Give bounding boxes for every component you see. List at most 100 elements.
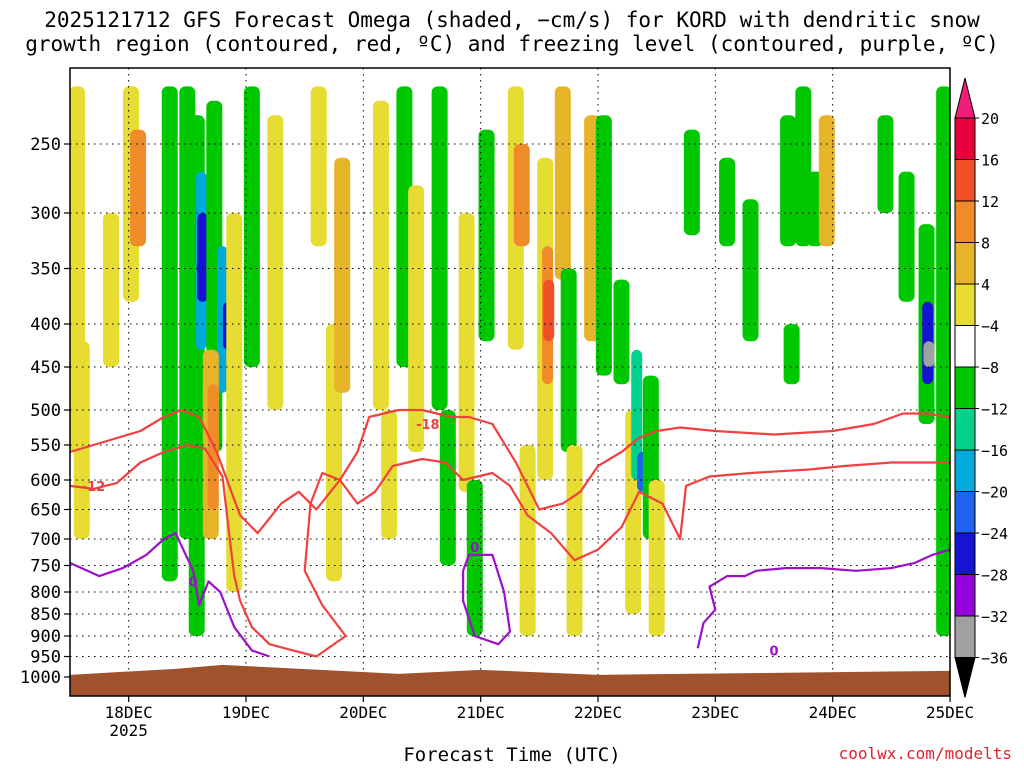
omega-cell [334,157,351,393]
colorbar-label: −8 [981,359,999,377]
y-tick-label: 250 [30,135,61,155]
omega-cell [898,171,915,302]
colorbar-max-arrow [954,77,976,119]
chart-title-line-2: growth region (contoured, red, ºC) and f… [25,32,999,56]
omega-cell [595,115,612,376]
omega-cell [513,144,530,247]
y-tick-label: 850 [30,605,61,625]
omega-cell [372,100,389,411]
colorbar-segment [954,491,976,534]
freezing-contour-label: 0 [189,575,198,590]
dendritic-contour-line [70,443,950,658]
colorbar-label: −32 [981,608,1008,626]
colorbar-label: 8 [981,235,990,253]
omega-cell [458,213,475,492]
colorbar-segment [954,117,976,160]
dendritic-contour-label: -18 [416,418,440,433]
omega-cell [431,86,448,411]
omega-cell [381,410,398,539]
colorbar-segment [954,242,976,285]
omega-cell [936,86,950,636]
omega-cell [613,279,630,385]
omega-cell [103,213,120,367]
x-tick-label: 24DEC [809,703,857,722]
omega-cell [554,86,571,280]
y-tick-label: 700 [30,530,61,550]
colorbar: 20 16 12 8 4 −4 −8 −12 −16 −20 −24 −28 −32 −36 [954,77,1008,698]
ground-layer [70,664,950,696]
colorbar-segment [954,449,976,492]
x-axis-title: Forecast Time (UTC) [403,744,621,766]
omega-cell [566,445,583,636]
omega-cell [783,324,800,385]
colorbar-segment [954,408,976,451]
omega-cell [648,480,665,636]
colorbar-segment [954,200,976,243]
y-tick-label: 400 [30,315,61,335]
x-tick-label: 21DEC [457,703,505,722]
x-tick-label: 20DEC [339,703,387,722]
x-tick-label: 19DEC [222,703,270,722]
chart-title-line-1: 2025121712 GFS Forecast Omega (shaded, −… [44,8,980,32]
x-tick-label: 22DEC [574,703,622,722]
dendritic-contour-label: -12 [82,480,106,495]
omega-cell [310,86,327,247]
y-tick-label: 900 [30,627,61,647]
omega-cell [161,86,178,582]
colorbar-label: 20 [981,110,999,128]
omega-cell [197,213,209,302]
colorbar-segment [954,574,976,617]
y-tick-label: 800 [30,583,61,603]
omega-cell [543,279,555,342]
omega-cell [780,115,797,247]
y-tick-label: 450 [30,358,61,378]
colorbar-segment [954,159,976,202]
colorbar-label: 4 [981,276,990,294]
colorbar-segment [954,532,976,575]
source-credit[interactable]: coolwx.com/modelts [838,744,1012,763]
y-tick-label: 1000 [20,668,61,688]
colorbar-segment [954,615,976,658]
omega-cell [631,349,643,480]
ground-surface [70,664,950,696]
colorbar-segment [954,366,976,409]
colorbar-label: −4 [981,318,999,336]
colorbar-label: −36 [981,650,1008,668]
omega-cell [73,341,90,539]
freezing-contour-line [462,553,512,646]
y-tick-label: 350 [30,260,61,280]
omega-cell [267,115,284,410]
omega-cell [683,129,700,236]
omega-cell [408,185,425,452]
colorbar-segment [954,283,976,326]
omega-cell [439,410,456,566]
contour-layer: -12 -18 0 0 0 [70,408,950,659]
omega-shading [70,86,950,636]
dendritic-contour-line [70,408,950,535]
y-tick-label: 500 [30,401,61,421]
freezing-contour-label: 0 [769,644,778,659]
omega-cell [560,268,577,452]
freezing-contour-label: 0 [470,541,479,556]
omega-cell [742,199,759,342]
omega-cell [923,341,935,367]
y-tick-label: 550 [30,436,61,456]
x-tick-label: 18DEC [105,703,153,722]
colorbar-label: −12 [981,401,1008,419]
y-tick-label: 650 [30,501,61,521]
omega-cell [226,213,243,592]
colorbar-label: −24 [981,525,1008,543]
x-tick-sublabel: 2025 [109,721,148,740]
colorbar-label: −16 [981,442,1008,460]
freezing-contour-line [696,548,950,649]
colorbar-label: −20 [981,484,1008,502]
y-tick-label: 950 [30,648,61,668]
x-tick-label: 23DEC [691,703,739,722]
colorbar-label: 12 [981,193,999,211]
omega-cell [478,129,495,342]
omega-cell [243,86,260,368]
omega-cell [877,115,894,213]
omega-cell [130,129,147,247]
plot-frame [69,67,951,697]
